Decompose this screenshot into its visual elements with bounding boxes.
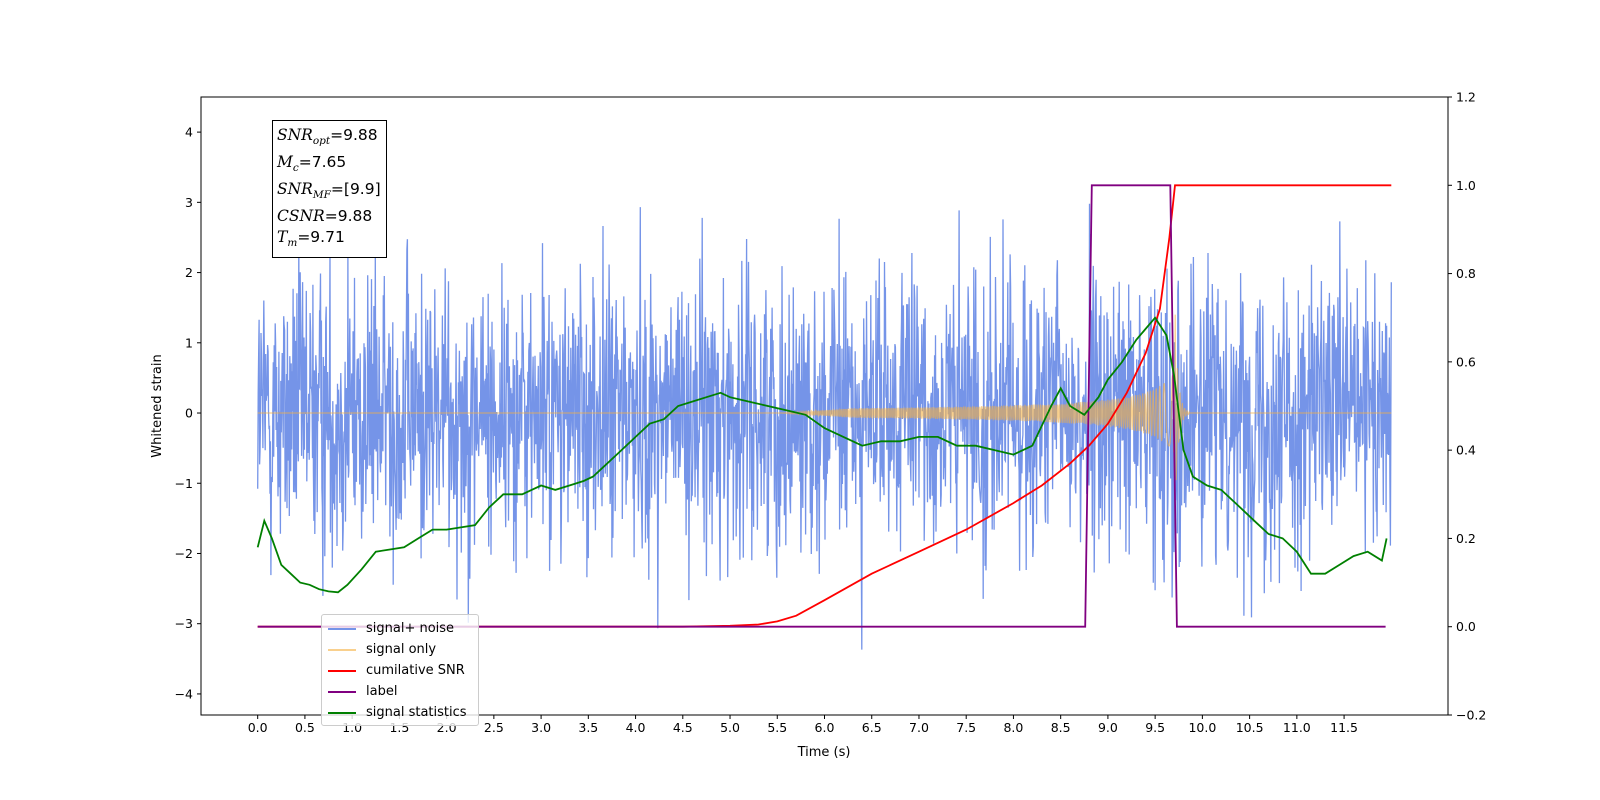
legend-swatch <box>328 690 356 693</box>
annotation-line: Mc=7.65 <box>277 153 347 175</box>
legend-item: signal only <box>322 639 478 660</box>
x-tick-label: 8.0 <box>1003 720 1023 735</box>
x-tick-label: 5.5 <box>767 720 787 735</box>
legend-label: cumilative SNR <box>366 663 465 678</box>
legend-item: signal+ noise <box>322 618 478 639</box>
plot-area <box>256 184 1392 650</box>
legend-item: signal statistics <box>322 702 478 723</box>
x-tick-label: 0.0 <box>248 720 268 735</box>
y-right-tick-label: 0.2 <box>1456 531 1476 546</box>
legend-item: label <box>322 681 478 702</box>
y-tick-label: −4 <box>175 686 193 701</box>
y-tick-label: 1 <box>185 335 193 350</box>
y-right-tick-label: 0.4 <box>1456 443 1476 458</box>
stats-annotation-box: SNRopt=9.88 Mc=7.65 SNRMF=[9.9] CSNR=9.88 Tm… <box>272 120 387 259</box>
x-axis-label: Time (s) <box>797 745 851 760</box>
x-tick-label: 10.0 <box>1188 720 1216 735</box>
x-tick-label: 10.5 <box>1236 720 1264 735</box>
x-tick-label: 9.0 <box>1098 720 1118 735</box>
legend-swatch <box>328 711 356 714</box>
x-tick-label: 6.0 <box>815 720 835 735</box>
x-tick-label: 2.5 <box>484 720 504 735</box>
x-tick-label: 11.0 <box>1283 720 1311 735</box>
annotation-line: Tm=9.71 <box>277 228 345 250</box>
x-tick-label: 7.5 <box>956 720 976 735</box>
y-tick-label: 4 <box>185 125 193 140</box>
y-right-tick-label: 0.8 <box>1456 266 1476 281</box>
legend-swatch <box>328 627 356 630</box>
legend-label: signal only <box>366 642 437 657</box>
series-signal-statistics-line <box>256 316 1388 594</box>
y-right-tick-label: 0.0 <box>1456 619 1476 634</box>
legend-label: signal+ noise <box>366 621 455 636</box>
x-tick-label: 5.0 <box>720 720 740 735</box>
y-tick-label: −3 <box>175 616 193 631</box>
annotation-line: CSNR=9.88 <box>277 207 373 226</box>
annotation-line: SNRMF=[9.9] <box>277 180 381 202</box>
x-tick-label: 4.0 <box>626 720 646 735</box>
y-tick-label: 0 <box>185 406 193 421</box>
x-tick-label: 6.5 <box>862 720 882 735</box>
legend-swatch <box>328 669 356 672</box>
legend: signal+ noise signal only cumilative SNR la… <box>321 614 479 726</box>
series-signal-only-line <box>257 314 1392 481</box>
y-tick-label: −2 <box>175 546 193 561</box>
y-axis-label: Whitened strain <box>150 354 165 457</box>
series-label-line <box>257 184 1386 628</box>
x-tick-label: 9.5 <box>1145 720 1165 735</box>
series-cumilative-snr-line <box>257 184 1392 628</box>
legend-item: cumilative SNR <box>322 660 478 681</box>
y-tick-label: −1 <box>175 476 193 491</box>
y-right-tick-label: −0.2 <box>1456 708 1486 723</box>
series-signal-plus-noise-line <box>257 203 1392 650</box>
y-right-tick-label: 0.6 <box>1456 354 1476 369</box>
legend-label: label <box>366 684 398 699</box>
y-right-tick-label: 1.2 <box>1456 90 1476 105</box>
y-tick-label: 3 <box>185 195 193 210</box>
x-tick-label: 11.5 <box>1330 720 1358 735</box>
annotation-line: SNRopt=9.88 <box>277 126 378 148</box>
x-tick-label: 8.5 <box>1051 720 1071 735</box>
legend-label: signal statistics <box>366 705 467 720</box>
legend-swatch <box>328 648 356 651</box>
x-tick-label: 0.5 <box>295 720 315 735</box>
x-tick-label: 3.5 <box>578 720 598 735</box>
x-tick-label: 7.0 <box>909 720 929 735</box>
x-tick-label: 4.5 <box>673 720 693 735</box>
y-right-tick-label: 1.0 <box>1456 178 1476 193</box>
y-tick-label: 2 <box>185 265 193 280</box>
x-tick-label: 3.0 <box>531 720 551 735</box>
